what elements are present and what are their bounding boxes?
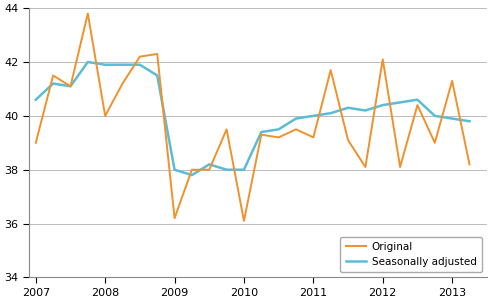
Original: [33, 141, 39, 145]
Original: [137, 55, 143, 59]
Seasonally adjusted: [154, 74, 160, 77]
Original: [120, 82, 126, 85]
Original: [154, 52, 160, 56]
Seasonally adjusted: [362, 109, 368, 112]
Seasonally adjusted: [432, 114, 438, 118]
Original: [414, 103, 420, 107]
Original: [241, 219, 247, 223]
Original: [466, 162, 472, 166]
Seasonally adjusted: [397, 101, 403, 104]
Seasonally adjusted: [85, 60, 91, 64]
Original: [310, 136, 316, 139]
Legend: Original, Seasonally adjusted: Original, Seasonally adjusted: [340, 236, 482, 272]
Original: [362, 165, 368, 169]
Seasonally adjusted: [293, 117, 299, 120]
Seasonally adjusted: [328, 111, 334, 115]
Seasonally adjusted: [345, 106, 351, 110]
Seasonally adjusted: [466, 119, 472, 123]
Original: [172, 216, 178, 220]
Line: Original: Original: [36, 14, 469, 221]
Seasonally adjusted: [380, 103, 386, 107]
Seasonally adjusted: [276, 127, 282, 131]
Original: [189, 168, 195, 172]
Seasonally adjusted: [50, 82, 56, 85]
Seasonally adjusted: [241, 168, 247, 172]
Original: [206, 168, 212, 172]
Seasonally adjusted: [189, 173, 195, 177]
Seasonally adjusted: [206, 162, 212, 166]
Original: [224, 127, 230, 131]
Seasonally adjusted: [33, 98, 39, 101]
Seasonally adjusted: [68, 85, 74, 88]
Original: [68, 85, 74, 88]
Original: [276, 136, 282, 139]
Original: [345, 138, 351, 142]
Seasonally adjusted: [414, 98, 420, 101]
Seasonally adjusted: [258, 130, 264, 134]
Original: [397, 165, 403, 169]
Seasonally adjusted: [137, 63, 143, 66]
Original: [102, 114, 108, 118]
Seasonally adjusted: [224, 168, 230, 172]
Seasonally adjusted: [120, 63, 126, 66]
Original: [328, 68, 334, 72]
Original: [449, 79, 455, 83]
Seasonally adjusted: [449, 117, 455, 120]
Seasonally adjusted: [310, 114, 316, 118]
Original: [50, 74, 56, 77]
Original: [85, 12, 91, 15]
Original: [293, 127, 299, 131]
Original: [432, 141, 438, 145]
Seasonally adjusted: [172, 168, 178, 172]
Line: Seasonally adjusted: Seasonally adjusted: [36, 62, 469, 175]
Original: [380, 57, 386, 61]
Original: [258, 133, 264, 137]
Seasonally adjusted: [102, 63, 108, 66]
